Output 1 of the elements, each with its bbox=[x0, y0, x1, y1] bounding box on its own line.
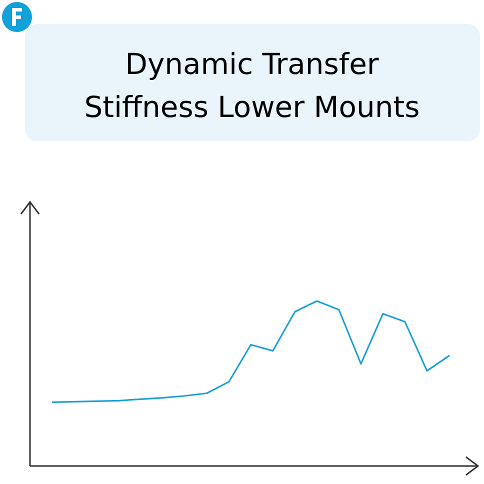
chart-title: Dynamic Transfer Stiffness Lower Mounts bbox=[84, 47, 420, 124]
